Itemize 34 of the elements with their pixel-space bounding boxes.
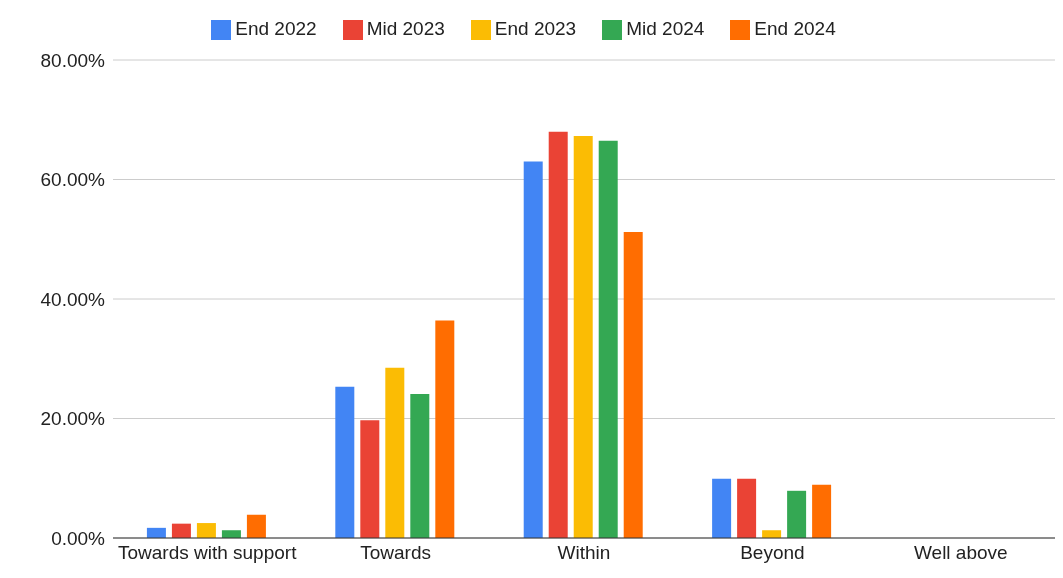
bar xyxy=(737,478,757,538)
bar xyxy=(523,161,543,538)
bar xyxy=(598,140,618,538)
x-tick-label: Well above xyxy=(913,542,1008,564)
bar xyxy=(171,523,191,538)
legend-label: End 2023 xyxy=(494,18,577,39)
bar xyxy=(335,386,355,538)
bar xyxy=(410,394,430,538)
bar xyxy=(360,420,380,538)
x-tick-label: Towards with support xyxy=(117,542,298,564)
legend-label: End 2024 xyxy=(754,18,836,39)
y-tick-label: 20.00% xyxy=(40,408,106,430)
x-tick-label: Towards xyxy=(360,542,431,564)
bar xyxy=(812,484,832,538)
legend-label: Mid 2024 xyxy=(626,18,705,39)
bar xyxy=(573,135,593,538)
bar xyxy=(787,490,807,538)
y-tick-label: 0.00% xyxy=(51,527,106,549)
bar xyxy=(435,320,455,538)
bar xyxy=(712,478,732,538)
x-tick-label: Within xyxy=(557,542,611,564)
y-tick-label: 80.00% xyxy=(40,49,106,71)
legend-label: End 2022 xyxy=(235,18,317,39)
bar xyxy=(548,131,568,538)
bar xyxy=(385,367,405,538)
bar xyxy=(196,523,216,538)
bar xyxy=(246,514,266,538)
bar xyxy=(221,530,241,538)
y-tick-label: 60.00% xyxy=(40,169,106,191)
bar xyxy=(762,530,782,538)
y-tick-label: 40.00% xyxy=(40,288,106,310)
bar xyxy=(623,232,643,538)
legend-label: Mid 2023 xyxy=(366,18,445,39)
x-tick-label: Beyond xyxy=(740,542,805,564)
